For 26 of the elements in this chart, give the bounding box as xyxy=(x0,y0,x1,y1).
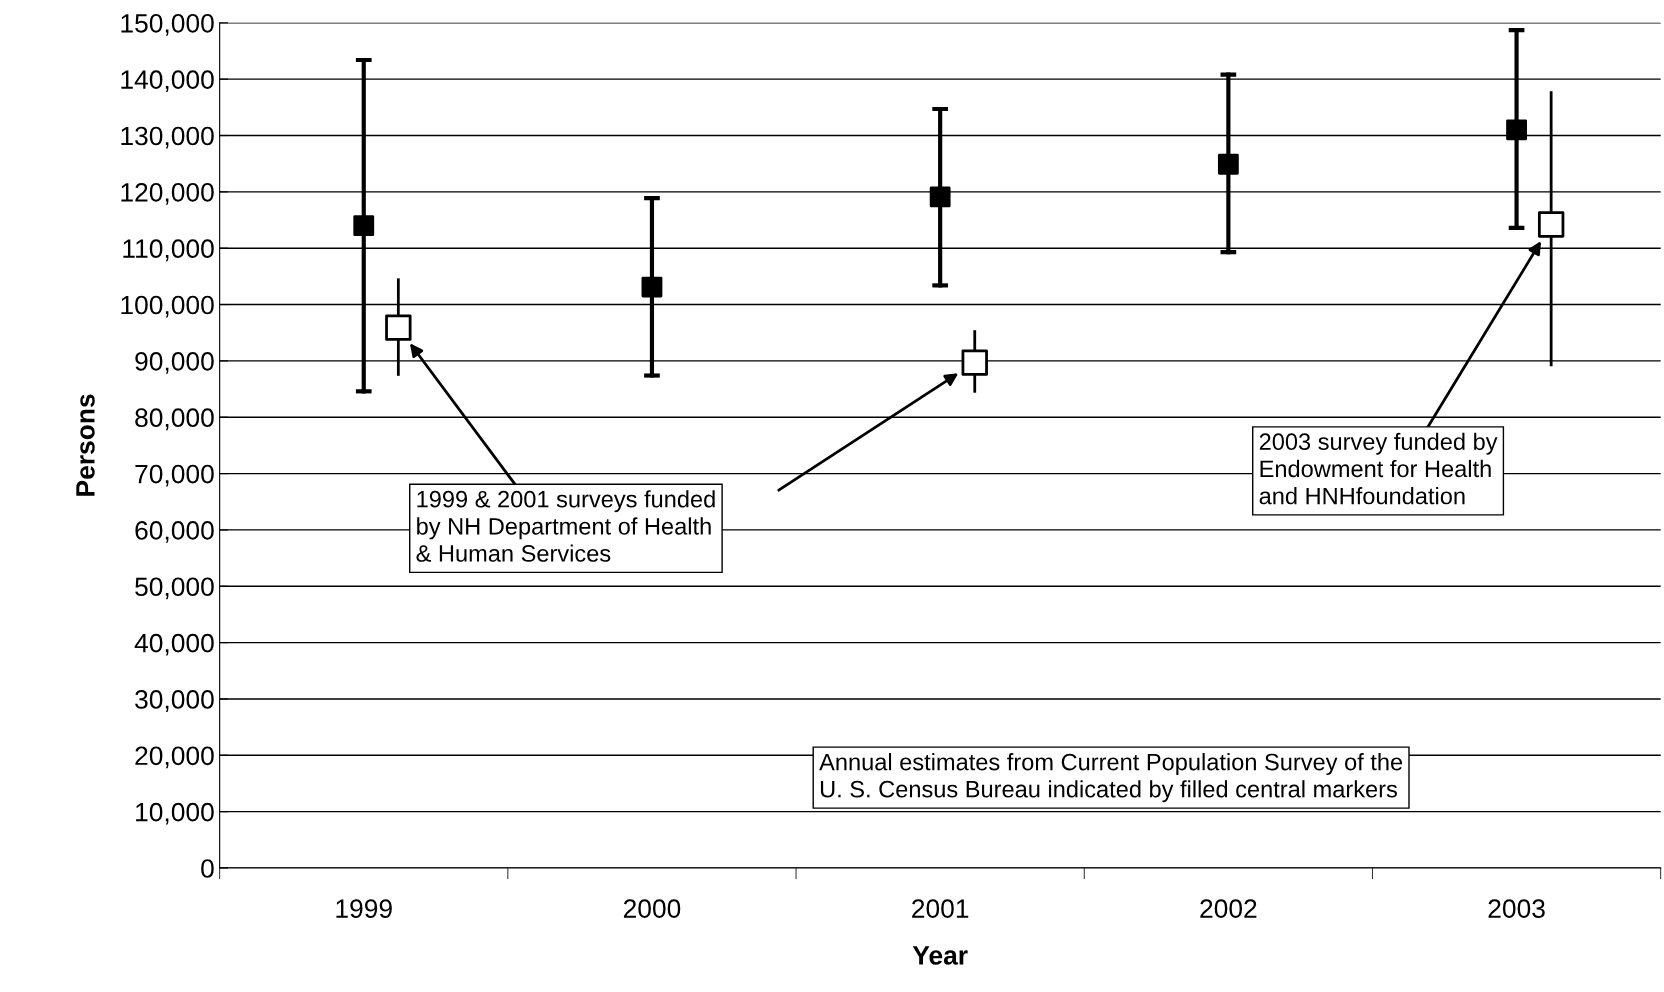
y-tick-label: 40,000 xyxy=(134,633,214,656)
annotation: 1999 & 2001 surveys funded by NH Department of Health & Human Services xyxy=(416,490,715,562)
y-tick-label: 110,000 xyxy=(123,239,214,262)
y-tick-label: 0 xyxy=(201,859,214,878)
x-tick-label: 1999 xyxy=(336,899,392,918)
y-tick-label: 50,000 xyxy=(135,577,214,600)
y-tick-label: 60,000 xyxy=(135,521,214,543)
y-tick-label: 130,000 xyxy=(121,126,214,149)
x-axis-title: Year xyxy=(912,946,968,965)
y-tick-label: 30,000 xyxy=(135,690,214,712)
y-tick-label: 120,000 xyxy=(121,182,214,205)
y-tick-label: 140,000 xyxy=(121,70,214,93)
y-tick-label: 70,000 xyxy=(135,464,214,487)
x-tick-label: 2001 xyxy=(912,899,969,918)
annotation: Annual estimates from Current Population Survey of the U. S. Census Bureau indicated by filled central markers xyxy=(819,753,1403,803)
y-tick-label: 10,000 xyxy=(136,802,214,825)
y-tick-label: 90,000 xyxy=(135,352,214,374)
y-tick-label: 100,000 xyxy=(121,295,214,318)
x-tick-label: 2000 xyxy=(623,899,681,918)
x-tick-label: 2002 xyxy=(1200,899,1257,918)
y-tick-label: 80,000 xyxy=(135,408,214,431)
y-axis-title: Persons xyxy=(76,394,95,496)
y-tick-label: 150,000 xyxy=(121,13,214,36)
annotation: 2003 survey funded by Endowment for Health and HNHfoundation xyxy=(1259,432,1498,505)
y-tick-label: 20,000 xyxy=(135,746,214,769)
x-tick-label: 2003 xyxy=(1488,899,1545,918)
